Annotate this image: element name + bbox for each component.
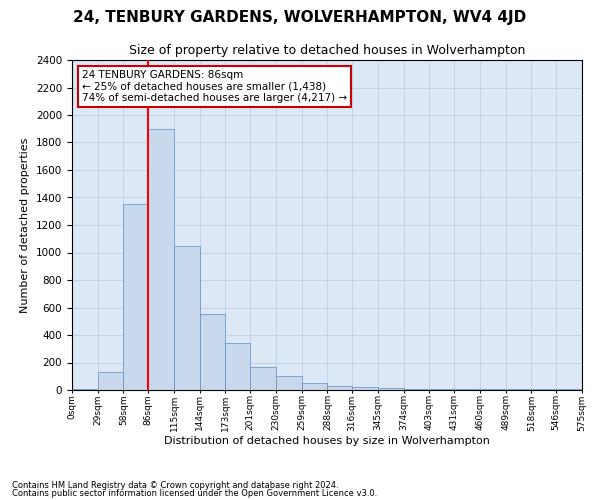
Bar [404,388,430,390]
Bar [200,314,226,390]
Text: Contains public sector information licensed under the Open Government Licence v3: Contains public sector information licen… [12,488,377,498]
Text: Contains HM Land Registry data © Crown copyright and database right 2024.: Contains HM Land Registry data © Crown c… [12,481,338,490]
Y-axis label: Number of detached properties: Number of detached properties [20,138,31,312]
Text: 24, TENBURY GARDENS, WOLVERHAMPTON, WV4 4JD: 24, TENBURY GARDENS, WOLVERHAMPTON, WV4 … [73,10,527,25]
Bar [250,366,276,390]
Bar [328,386,352,390]
Bar [378,388,404,390]
Bar [276,376,302,390]
Bar [98,372,124,390]
Text: 24 TENBURY GARDENS: 86sqm
← 25% of detached houses are smaller (1,438)
74% of se: 24 TENBURY GARDENS: 86sqm ← 25% of detac… [82,70,347,103]
Bar [352,387,378,390]
Bar [174,246,200,390]
Bar [226,343,250,390]
Bar [302,383,328,390]
X-axis label: Distribution of detached houses by size in Wolverhampton: Distribution of detached houses by size … [164,436,490,446]
Bar [124,204,148,390]
Bar [72,388,98,390]
Title: Size of property relative to detached houses in Wolverhampton: Size of property relative to detached ho… [129,44,525,58]
Bar [556,388,582,390]
Bar [148,128,174,390]
Bar [454,388,480,390]
